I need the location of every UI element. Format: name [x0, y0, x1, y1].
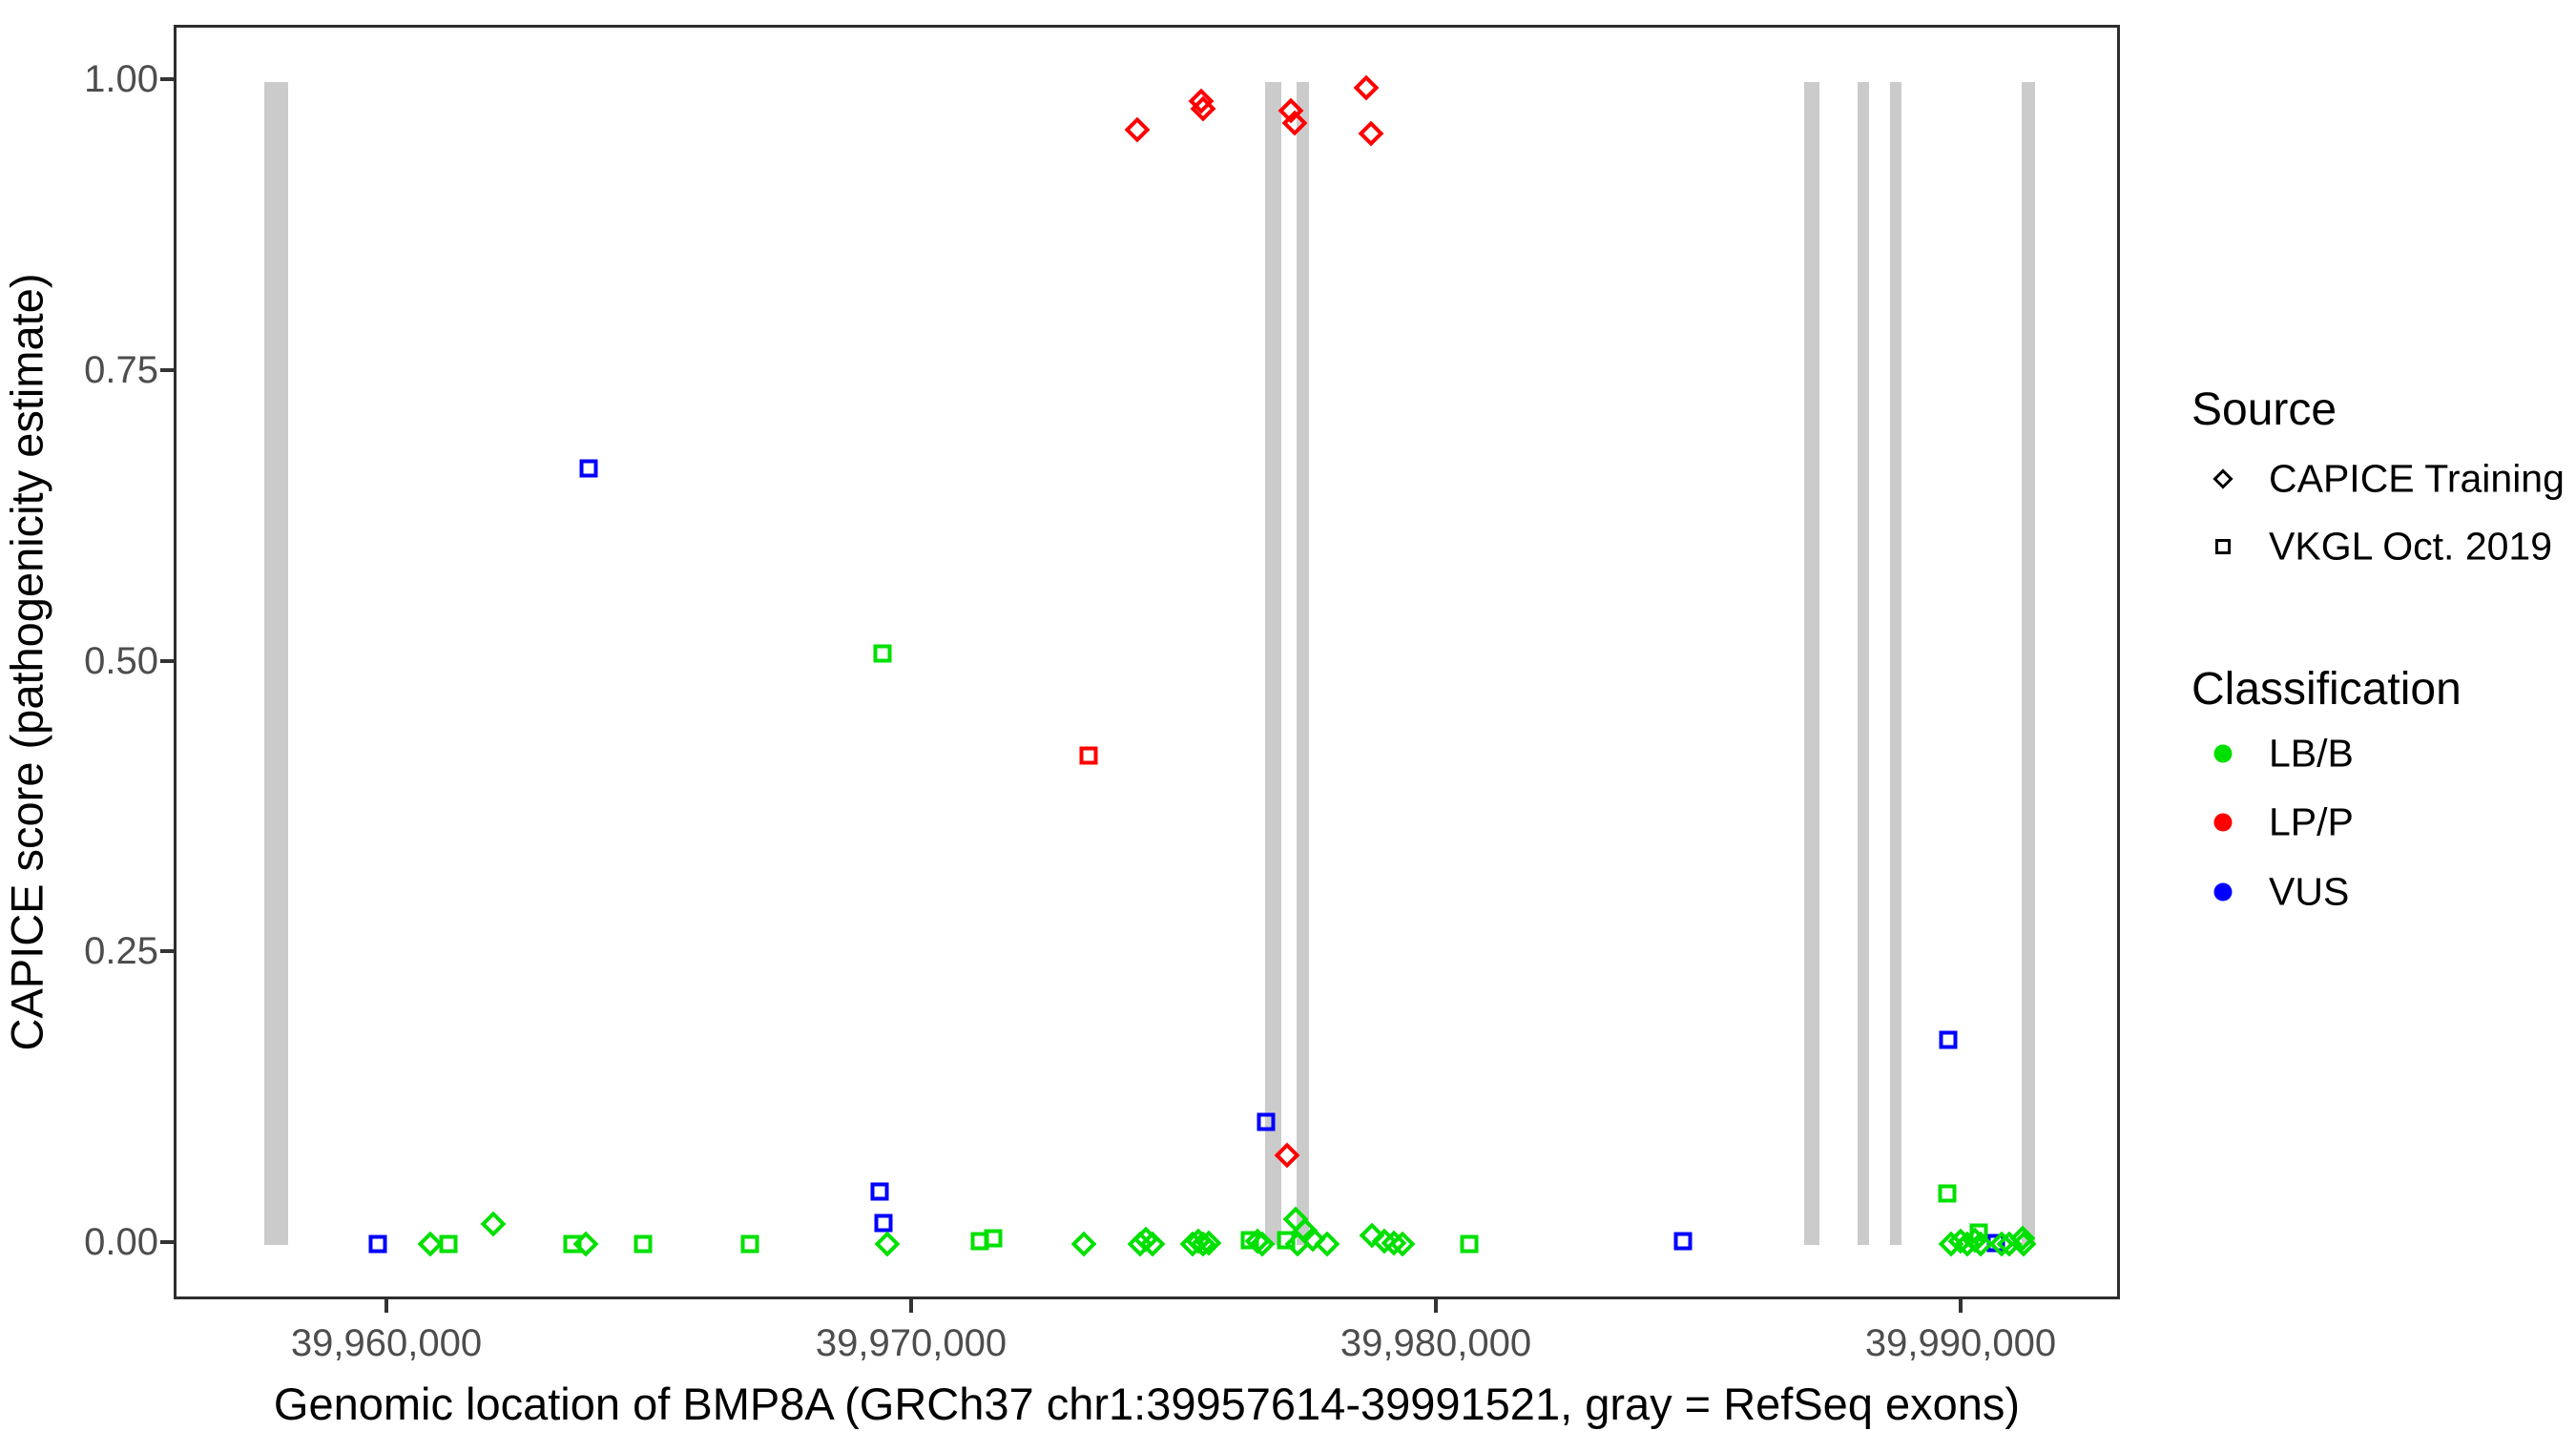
data-point-diamond: [1070, 1231, 1097, 1257]
legend-key-dot-icon: [2213, 813, 2233, 832]
y-tick-label: 0.50: [84, 639, 158, 682]
data-point-square: [1257, 1112, 1276, 1131]
legend-key-square-icon: [2215, 539, 2231, 554]
plot-panel: [174, 25, 2120, 1299]
data-point-diamond: [481, 1211, 507, 1237]
legend-source-title: Source: [2192, 384, 2337, 435]
data-point-square: [1673, 1232, 1693, 1251]
refseq-exon-bar: [1857, 82, 1869, 1245]
refseq-exon-bar: [263, 82, 288, 1245]
x-tick-label: 39,970,000: [815, 1322, 1008, 1364]
legend-classification-item-label: LP/P: [2269, 799, 2354, 844]
legend-classification-item-label: LB/B: [2269, 731, 2354, 776]
data-point-square: [579, 459, 598, 478]
legend-source-item-label: CAPICE Training: [2269, 456, 2565, 501]
legend-key-diamond-icon: [2212, 468, 2233, 489]
data-point-square: [1986, 1234, 2005, 1253]
legend-classification-title: Classification: [2192, 664, 2462, 715]
data-point-diamond: [1124, 116, 1151, 143]
legend-key-dot-icon: [2213, 882, 2233, 902]
data-point-square: [563, 1234, 582, 1254]
data-point-square: [1969, 1223, 1988, 1242]
x-tick-mark: [1959, 1299, 1963, 1313]
data-point-square: [368, 1234, 387, 1254]
y-tick-mark: [160, 1240, 174, 1244]
y-tick-mark: [160, 77, 174, 81]
legend-key-dot-icon: [2213, 744, 2233, 763]
refseq-exon-bar: [1296, 82, 1310, 1245]
y-tick-mark: [160, 367, 174, 372]
refseq-exon-bar: [1803, 82, 1819, 1245]
data-point-square: [740, 1234, 759, 1254]
data-point-square: [984, 1229, 1002, 1248]
data-point-diamond: [1358, 120, 1384, 147]
x-tick-label: 39,990,000: [1864, 1322, 2057, 1364]
data-point-square: [1079, 746, 1098, 765]
y-tick-mark: [160, 949, 174, 954]
data-point-square: [1277, 1231, 1296, 1250]
data-point-diamond: [1353, 74, 1380, 101]
refseq-exon-bar: [1890, 82, 1902, 1245]
legend-classification: Classification: [2192, 667, 2462, 713]
data-point-diamond: [874, 1231, 901, 1257]
y-tick-label: 0.25: [84, 930, 158, 973]
legend-source-item-label: VKGL Oct. 2019: [2269, 524, 2553, 569]
legend-source: Source: [2192, 387, 2337, 433]
data-point-square: [1939, 1030, 1957, 1049]
refseq-exon-bar: [1264, 82, 1281, 1245]
data-point-square: [1460, 1234, 1479, 1254]
y-tick-mark: [160, 658, 174, 663]
x-tick-mark: [384, 1299, 388, 1313]
data-point-square: [439, 1234, 458, 1254]
x-tick-label: 39,980,000: [1340, 1322, 1532, 1364]
y-tick-label: 1.00: [84, 58, 158, 100]
data-point-square: [873, 644, 892, 663]
x-tick-mark: [909, 1299, 913, 1313]
refseq-exon-bar: [2022, 82, 2036, 1245]
y-axis-title: CAPICE score (pathogenicity estimate): [1, 273, 52, 1051]
y-tick-label: 0.75: [84, 348, 158, 391]
data-point-square: [1938, 1184, 1957, 1203]
data-point-square: [874, 1213, 893, 1233]
x-axis-title: Genomic location of BMP8A (GRCh37 chr1:3…: [273, 1379, 2021, 1429]
data-point-square: [870, 1182, 889, 1201]
x-tick-mark: [1434, 1299, 1438, 1313]
x-tick-label: 39,960,000: [290, 1322, 483, 1364]
legend-classification-item-label: VUS: [2269, 869, 2350, 914]
data-point-square: [1240, 1231, 1259, 1250]
y-tick-label: 0.00: [84, 1221, 158, 1263]
data-point-square: [634, 1234, 653, 1254]
